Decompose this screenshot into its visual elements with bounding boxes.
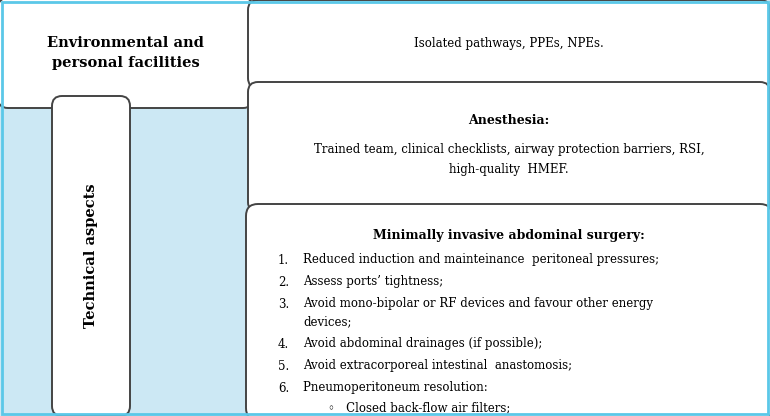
- Text: Avoid mono-bipolar or RF devices and favour other energy: Avoid mono-bipolar or RF devices and fav…: [303, 297, 653, 310]
- Text: Avoid abdominal drainages (if possible);: Avoid abdominal drainages (if possible);: [303, 337, 542, 351]
- FancyBboxPatch shape: [52, 96, 130, 416]
- Text: 1.: 1.: [278, 253, 289, 267]
- Text: 3.: 3.: [278, 297, 290, 310]
- Text: ◦   Closed back-flow air filters;: ◦ Closed back-flow air filters;: [328, 401, 511, 414]
- FancyBboxPatch shape: [0, 0, 253, 108]
- Text: high-quality  HMEF.: high-quality HMEF.: [449, 163, 569, 176]
- Text: Avoid extracorporeal intestinal  anastomosis;: Avoid extracorporeal intestinal anastomo…: [303, 359, 572, 372]
- Text: Reduced induction and mainteinance  peritoneal pressures;: Reduced induction and mainteinance perit…: [303, 253, 659, 267]
- Text: Isolated pathways, PPEs, NPEs.: Isolated pathways, PPEs, NPEs.: [414, 37, 604, 50]
- Text: Assess ports’ tightness;: Assess ports’ tightness;: [303, 275, 444, 289]
- Text: Pneumoperitoneum resolution:: Pneumoperitoneum resolution:: [303, 381, 487, 394]
- Text: devices;: devices;: [303, 315, 351, 329]
- Text: Minimally invasive abdominal surgery:: Minimally invasive abdominal surgery:: [373, 230, 645, 243]
- Text: Technical aspects: Technical aspects: [84, 184, 98, 328]
- Text: 5.: 5.: [278, 359, 290, 372]
- Text: 4.: 4.: [278, 337, 290, 351]
- FancyBboxPatch shape: [246, 204, 770, 416]
- FancyBboxPatch shape: [248, 82, 770, 212]
- Text: Environmental and
personal facilities: Environmental and personal facilities: [47, 36, 204, 70]
- Text: Anesthesia:: Anesthesia:: [468, 114, 550, 126]
- Text: Trained team, clinical checklists, airway protection barriers, RSI,: Trained team, clinical checklists, airwa…: [313, 144, 705, 156]
- Text: 2.: 2.: [278, 275, 289, 289]
- FancyBboxPatch shape: [248, 0, 770, 88]
- Text: 6.: 6.: [278, 381, 290, 394]
